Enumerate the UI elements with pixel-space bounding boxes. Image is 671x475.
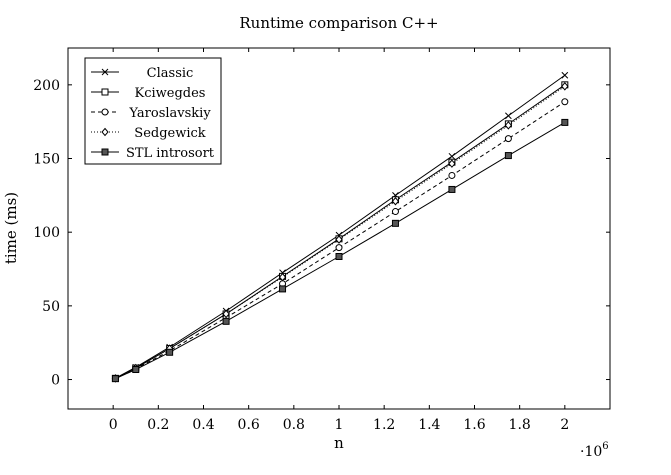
y-axis-label: time (ms) — [2, 192, 20, 264]
legend-entry: Kciwegdes — [91, 86, 205, 101]
data-point — [448, 185, 456, 193]
legend-marker — [101, 148, 109, 156]
legend-label: Classic — [147, 66, 194, 81]
x-tick-label: 1.8 — [509, 417, 531, 433]
y-tick-label: 50 — [42, 299, 60, 315]
legend-marker — [101, 88, 109, 96]
data-point — [166, 348, 174, 356]
x-tick-label: 1 — [335, 417, 344, 433]
series-layer — [111, 71, 569, 383]
x-tick-label: 0 — [109, 417, 118, 433]
legend-label: Yaroslavskiy — [128, 106, 211, 121]
x-tick-label: 0.6 — [238, 417, 260, 433]
data-point — [504, 135, 512, 143]
legend-label: Sedgewick — [134, 126, 206, 141]
legend-marker — [101, 127, 109, 137]
legend-entry: Yaroslavskiy — [91, 106, 211, 121]
data-point — [222, 309, 230, 319]
data-point — [561, 71, 569, 79]
data-point — [505, 112, 512, 120]
y-tick-label: 150 — [33, 152, 60, 168]
data-point — [561, 118, 569, 126]
y-tick-label: 0 — [51, 373, 60, 389]
series-line — [115, 101, 566, 379]
x-tick-label: 2 — [560, 417, 569, 433]
legend: Classic Kciwegdes Yaroslavskiy Sedgewick STL… — [84, 57, 222, 165]
data-point — [391, 208, 399, 216]
data-point — [448, 159, 456, 168]
x-tick-label: 1.4 — [418, 417, 440, 433]
data-point — [132, 366, 140, 374]
legend-entry: STL introsort — [91, 146, 215, 161]
data-point — [279, 285, 287, 293]
x-tick-label: 1.2 — [373, 417, 395, 433]
x-axis-label: n — [334, 434, 344, 452]
data-point — [504, 121, 513, 130]
y-tick-label: 200 — [33, 78, 60, 94]
x-multiplier-base: ·10 — [580, 444, 602, 460]
series-line — [115, 121, 566, 380]
svg-text:·106: ·106 — [580, 441, 609, 460]
x-tick-label: 1.6 — [463, 417, 485, 433]
data-point — [391, 196, 400, 206]
x-tick-label: 0.8 — [283, 417, 305, 433]
x-tick-label: 0.2 — [147, 417, 169, 433]
data-point — [278, 272, 287, 282]
data-point — [448, 171, 456, 179]
data-point — [335, 244, 343, 252]
legend-entry: Sedgewick — [91, 126, 206, 141]
x-multiplier-exponent: 6 — [602, 441, 608, 452]
data-point — [448, 152, 456, 160]
data-point — [222, 317, 230, 325]
y-tick-label: 100 — [33, 225, 60, 241]
legend-entry: Classic — [91, 66, 193, 81]
data-point — [391, 219, 399, 227]
series-stl-introsort — [111, 118, 569, 383]
series-line — [115, 74, 566, 379]
x-tick-label: 0.4 — [192, 417, 214, 433]
data-point — [335, 235, 343, 244]
series-line — [115, 85, 566, 379]
data-point — [111, 375, 119, 383]
chart-title: Runtime comparison C++ — [239, 14, 438, 32]
legend-marker — [101, 68, 109, 76]
legend-marker — [101, 108, 109, 116]
data-point — [561, 98, 569, 106]
x-axis-ticks: 0 0.2 0.4 0.6 0.8 1 1.2 1.4 1.6 1.8 2 — [109, 48, 569, 433]
x-axis-multiplier: ·106 — [580, 441, 609, 460]
data-point — [335, 252, 343, 260]
data-point — [504, 152, 512, 160]
data-point — [561, 82, 569, 91]
legend-label: STL introsort — [126, 146, 215, 161]
y-axis-ticks: 0 50 100 150 200 — [33, 78, 610, 389]
legend-label: Kciwegdes — [135, 86, 206, 101]
series-sedgewick — [111, 82, 569, 383]
